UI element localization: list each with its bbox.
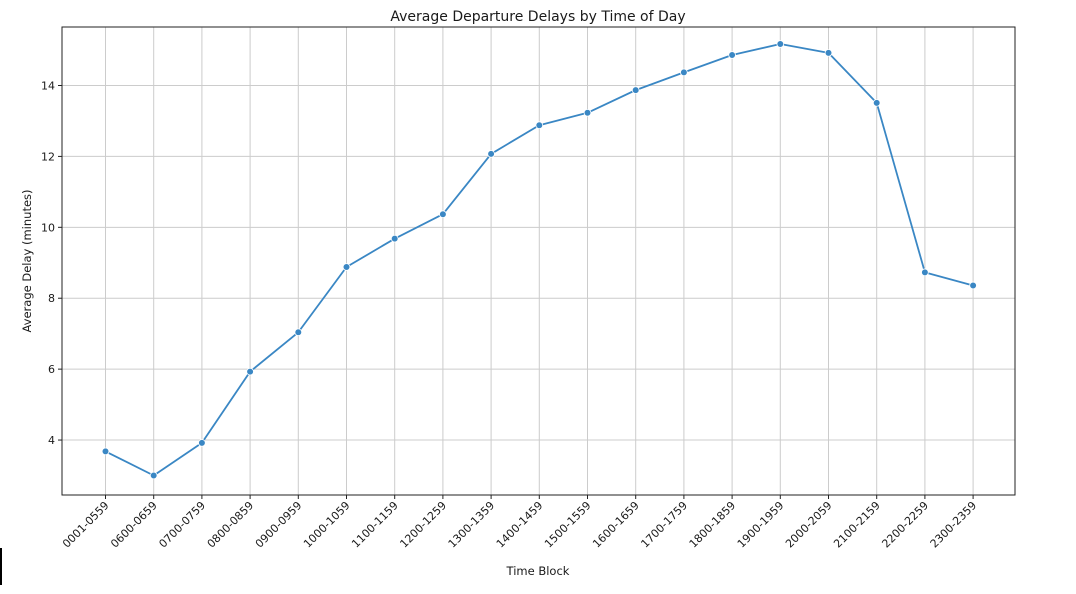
data-point bbox=[101, 447, 110, 456]
data-point bbox=[583, 109, 592, 117]
data-point bbox=[390, 234, 399, 243]
data-point bbox=[921, 268, 929, 277]
x-tick-label: 1800-1859 bbox=[687, 499, 739, 551]
plot-frame bbox=[61, 26, 1016, 496]
data-point bbox=[294, 328, 303, 337]
y-tick-label: 8 bbox=[48, 292, 55, 305]
x-tick-label: 0900-0959 bbox=[253, 499, 305, 551]
y-tick-label: 10 bbox=[41, 221, 55, 234]
x-tick-label: 1000-1059 bbox=[301, 499, 353, 551]
x-tick-label: 0600-0659 bbox=[108, 499, 160, 551]
x-tick-label: 1300-1359 bbox=[446, 499, 498, 551]
tick-layer: 0001-05590600-06590700-07590800-08590900… bbox=[41, 80, 979, 551]
y-tick-label: 12 bbox=[41, 150, 55, 163]
data-point bbox=[246, 367, 254, 376]
x-tick-label: 1500-1559 bbox=[542, 499, 594, 551]
data-point bbox=[824, 49, 833, 57]
x-tick-label: 2100-2159 bbox=[831, 499, 883, 551]
data-point bbox=[342, 263, 351, 271]
chart-title: Average Departure Delays by Time of Day bbox=[390, 9, 685, 25]
data-point bbox=[680, 68, 688, 77]
x-tick-label: 1400-1459 bbox=[494, 499, 546, 551]
grid-layer bbox=[62, 27, 1015, 495]
x-tick-label: 2000-2059 bbox=[783, 499, 835, 551]
data-point bbox=[149, 471, 158, 480]
x-tick-label: 1200-1259 bbox=[397, 499, 449, 551]
x-axis-label: Time Block bbox=[506, 564, 570, 578]
data-point bbox=[487, 150, 495, 158]
data-point bbox=[535, 121, 544, 130]
y-tick-label: 14 bbox=[41, 80, 55, 93]
x-tick-label: 1700-1759 bbox=[638, 499, 690, 551]
x-tick-label: 1900-1959 bbox=[735, 499, 787, 551]
y-axis-label: Average Delay (minutes) bbox=[20, 189, 34, 332]
x-tick-label: 2300-2359 bbox=[928, 499, 980, 551]
y-tick-label: 4 bbox=[48, 434, 55, 447]
data-point bbox=[198, 439, 206, 447]
series-layer bbox=[101, 40, 977, 480]
text-cursor-bar bbox=[0, 548, 2, 585]
data-point bbox=[776, 40, 785, 48]
x-tick-label: 0700-0759 bbox=[156, 499, 208, 551]
data-point bbox=[631, 86, 640, 94]
data-point bbox=[439, 210, 447, 219]
x-tick-label: 0001-0559 bbox=[60, 499, 112, 551]
x-tick-label: 0800-0859 bbox=[205, 499, 257, 551]
y-tick-label: 6 bbox=[48, 363, 55, 376]
data-point bbox=[872, 99, 881, 107]
x-tick-label: 2200-2259 bbox=[879, 499, 931, 551]
data-point bbox=[969, 281, 977, 290]
x-tick-label: 1600-1659 bbox=[590, 499, 642, 551]
x-tick-label: 1100-1159 bbox=[349, 499, 401, 551]
data-point bbox=[728, 51, 736, 59]
